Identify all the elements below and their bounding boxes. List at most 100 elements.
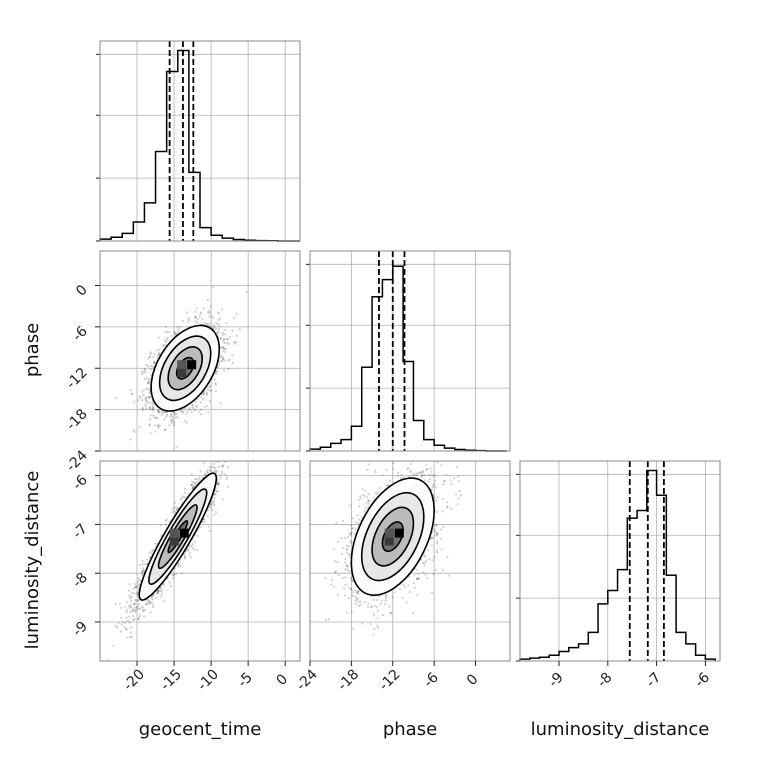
sample-point	[139, 563, 142, 567]
sample-point	[132, 618, 135, 622]
sample-point	[144, 398, 147, 401]
sample-point	[217, 483, 220, 486]
sample-point	[224, 333, 227, 336]
pair-panel-geocent_time-luminosity_distance: -6-7-8-9-20 -15 -10 -5 0	[70, 458, 301, 694]
density-cell	[177, 360, 187, 370]
sample-point	[183, 557, 186, 560]
sample-point	[205, 470, 209, 474]
sample-point	[147, 378, 150, 382]
sample-point	[164, 428, 167, 432]
x-tick-label: -9	[546, 670, 567, 691]
sample-point	[152, 407, 155, 410]
sample-point	[224, 350, 227, 354]
sample-point	[154, 430, 157, 433]
sample-point	[213, 499, 216, 502]
y-tick-label: -12	[63, 365, 90, 392]
sample-point	[212, 324, 215, 327]
sample-point	[138, 426, 141, 429]
sample-point	[147, 365, 150, 368]
sample-point	[174, 331, 177, 334]
sample-point	[208, 385, 211, 388]
sample-point	[202, 392, 205, 395]
sample-point	[154, 542, 157, 545]
sample-point	[182, 495, 185, 498]
sample-point	[199, 408, 203, 411]
sample-point	[162, 344, 165, 347]
sample-point	[211, 470, 214, 473]
sample-point	[190, 403, 194, 407]
sample-point	[172, 507, 175, 510]
sample-point	[188, 408, 191, 411]
sample-point	[224, 328, 227, 331]
sample-point	[220, 360, 223, 363]
sample-point	[145, 563, 148, 566]
sample-point	[219, 458, 221, 460]
sample-point	[118, 602, 121, 605]
sample-point	[152, 360, 156, 363]
sample-point	[148, 392, 151, 395]
sample-point	[198, 315, 201, 318]
sample-point	[177, 328, 180, 331]
sample-point	[144, 397, 147, 400]
sample-point	[238, 328, 241, 331]
sample-point	[158, 348, 161, 351]
sample-point	[164, 341, 167, 344]
sample-point	[134, 599, 137, 602]
sample-point	[171, 416, 175, 419]
sample-point	[160, 413, 163, 417]
sample-point	[193, 409, 196, 412]
sample-point	[231, 361, 234, 365]
sample-point	[171, 418, 174, 421]
sample-point	[164, 519, 167, 522]
sample-point	[183, 553, 186, 556]
sample-point	[156, 424, 160, 427]
sample-point	[123, 606, 126, 609]
sample-point	[225, 477, 229, 480]
sample-point	[147, 357, 150, 360]
pair-frame	[99, 250, 301, 452]
sample-point	[133, 602, 136, 605]
sample-point	[207, 324, 210, 327]
sample-point	[216, 481, 219, 484]
sample-point	[196, 549, 199, 552]
sample-point	[213, 513, 216, 517]
pair-plot-area	[100, 251, 300, 451]
sample-point	[217, 318, 220, 322]
sample-point	[129, 389, 132, 392]
sample-point	[131, 609, 134, 612]
sample-point	[115, 624, 118, 628]
sample-point	[212, 466, 215, 469]
sample-point	[187, 407, 191, 410]
sample-point	[151, 594, 154, 598]
sample-point	[170, 421, 173, 424]
sample-point	[139, 607, 142, 610]
sample-point	[172, 577, 175, 580]
sample-point	[139, 396, 142, 399]
sample-point	[149, 611, 152, 614]
sample-point	[227, 342, 230, 346]
sample-point	[146, 598, 150, 601]
sample-point	[180, 410, 183, 413]
sample-point	[209, 305, 212, 308]
sample-point	[154, 416, 157, 419]
sample-point	[205, 392, 208, 395]
sample-point	[148, 406, 152, 409]
sample-point	[221, 333, 224, 336]
sample-point	[136, 599, 139, 602]
sample-point	[147, 396, 150, 399]
sample-point	[216, 330, 220, 333]
sample-point	[143, 615, 146, 618]
histogram-geocent_time	[99, 49, 300, 242]
sample-point	[149, 432, 152, 435]
sample-point	[149, 396, 152, 399]
sample-point	[163, 418, 166, 421]
sample-point	[207, 411, 210, 414]
sample-point	[205, 391, 208, 394]
sample-point	[160, 534, 163, 537]
sample-point	[189, 551, 192, 554]
sample-point	[145, 399, 148, 402]
sample-point	[173, 421, 176, 424]
sample-point	[221, 498, 224, 501]
sample-point	[206, 322, 209, 325]
sample-point	[190, 473, 193, 476]
